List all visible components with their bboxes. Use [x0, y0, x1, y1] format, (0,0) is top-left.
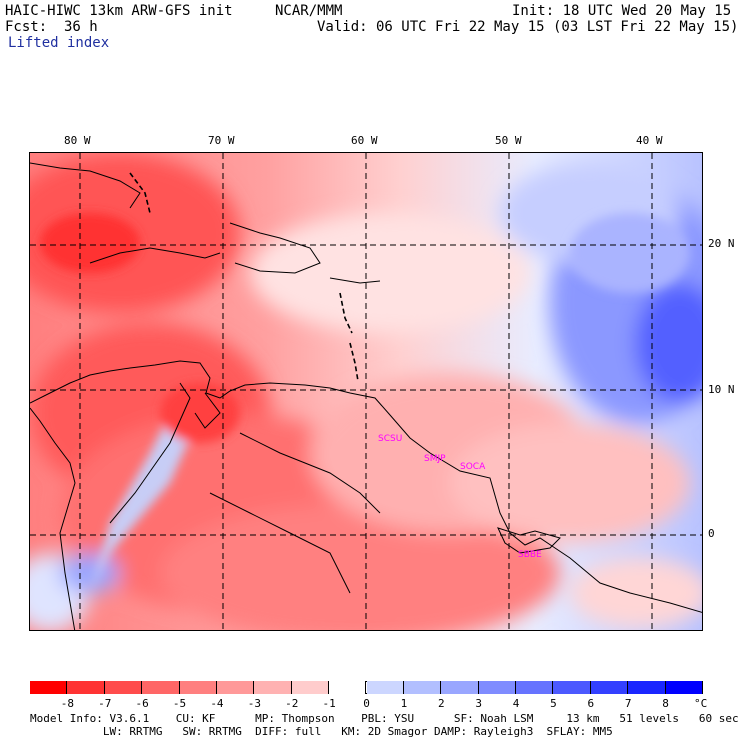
colorbar-tick-label: 5 — [550, 697, 557, 710]
colorbar-tick-label: -4 — [210, 697, 224, 710]
org-label: NCAR/MMM — [275, 3, 343, 19]
station-scsu: SCSU — [378, 434, 402, 444]
colorbar-tick-label: -3 — [247, 697, 261, 710]
lon-label-70w: 70 W — [208, 134, 235, 147]
station-smjp: SMJP — [424, 454, 446, 464]
colorbar-tick-label: 8 — [662, 697, 669, 710]
colorbar-tick-label: -7 — [98, 697, 112, 710]
colorbar-tick-label: 4 — [512, 697, 520, 710]
colorbar-tick-label: -8 — [60, 697, 74, 710]
colorbar-tick-label: 2 — [437, 697, 445, 710]
colorbar-swatch — [216, 681, 255, 694]
colorbar-swatch — [441, 681, 479, 694]
lon-label-80w: 80 W — [64, 134, 91, 147]
lon-label-50w: 50 W — [495, 134, 522, 147]
colorbar-tick-label: 7 — [624, 697, 632, 710]
station-soca: SOCA — [460, 462, 486, 472]
colorbar-swatch — [291, 681, 330, 694]
colorbar-swatch — [67, 681, 105, 694]
colorbar-swatch — [665, 681, 703, 694]
colorbar-swatch — [366, 681, 404, 694]
colorbar-tick-label: -5 — [172, 697, 187, 710]
colorbar-swatch — [478, 681, 517, 694]
colorbar-swatch — [628, 681, 666, 694]
forecast-hour: Fcst: 36 h — [5, 19, 98, 35]
colorbar-swatch — [30, 681, 68, 694]
colorbar-tick-label: 6 — [587, 697, 595, 710]
li-shading — [30, 153, 702, 630]
colorbar-swatch — [590, 681, 629, 694]
colorbar-swatch — [403, 681, 442, 694]
init-time: Init: 18 UTC Wed 20 May 15 — [512, 3, 732, 19]
station-sbbe: SBBE — [518, 550, 542, 560]
model-info-line1: Model Info: V3.6.1 CU: KF MP: Thompson P… — [30, 712, 739, 725]
model-info-line2: LW: RRTMG SW: RRTMG DIFF: full KM: 2D Sm… — [30, 725, 613, 738]
valid-time: Valid: 06 UTC Fri 22 May 15 (03 LST Fri … — [317, 19, 739, 35]
colorbar-tick-label: -6 — [135, 697, 149, 710]
colorbar-tick-label: -1 — [322, 697, 336, 710]
colorbar-swatch — [516, 681, 554, 694]
lifted-index-map: SCSU SMJP SOCA SBBE — [29, 152, 703, 631]
lat-label-0: 0 — [708, 527, 715, 540]
colorbar-tick-label: 0 — [363, 697, 370, 710]
colorbar-swatch — [254, 681, 292, 694]
li-shading-detail — [40, 213, 690, 593]
colorbar-units: °C — [694, 697, 708, 710]
lon-label-40w: 40 W — [636, 134, 663, 147]
colorbar-tick-label: 3 — [475, 697, 482, 710]
colorbar-swatch — [142, 681, 180, 694]
field-name: Lifted index — [8, 35, 110, 51]
lat-label-10n: 10 N — [708, 383, 735, 396]
colorbar-swatch — [553, 681, 591, 694]
border-lines — [129, 172, 359, 382]
model-title: HAIC-HIWC 13km ARW-GFS init — [5, 3, 233, 19]
lat-label-20n: 20 N — [708, 237, 735, 250]
colorbar-swatch — [329, 681, 367, 694]
lat-lon-grid — [30, 153, 702, 630]
colorbar-swatch — [104, 681, 143, 694]
colorbar-tick-label: -2 — [285, 697, 299, 710]
colorbar-swatch — [179, 681, 217, 694]
lon-label-60w: 60 W — [351, 134, 378, 147]
colorbar-tick-label: 1 — [400, 697, 408, 710]
map-canvas: SCSU SMJP SOCA SBBE — [30, 153, 702, 630]
